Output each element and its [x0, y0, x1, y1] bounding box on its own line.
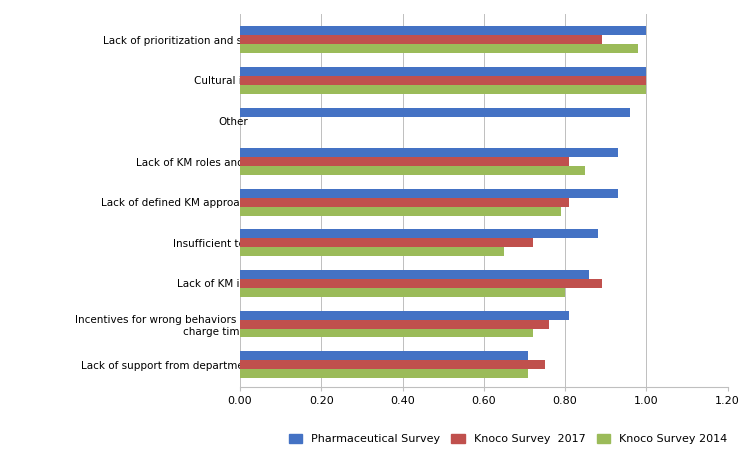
Bar — [240, 76, 646, 85]
Bar — [240, 238, 532, 248]
Bar — [240, 189, 618, 198]
Bar — [240, 320, 549, 328]
Bar — [240, 279, 602, 288]
Bar — [240, 207, 561, 216]
Bar — [240, 85, 646, 94]
Bar — [240, 166, 585, 175]
Bar — [240, 36, 602, 45]
Bar — [240, 248, 504, 256]
Bar — [240, 351, 529, 360]
Bar — [240, 270, 590, 279]
Bar — [240, 108, 630, 117]
Bar — [240, 360, 544, 369]
Bar — [240, 310, 569, 320]
Bar — [240, 198, 569, 207]
Bar — [240, 27, 646, 36]
Bar — [240, 157, 569, 166]
Bar — [240, 288, 565, 297]
Bar — [240, 45, 638, 53]
Bar — [240, 148, 618, 157]
Legend: Pharmaceutical Survey, Knoco Survey  2017, Knoco Survey 2014: Pharmaceutical Survey, Knoco Survey 2017… — [284, 429, 731, 449]
Bar — [240, 230, 598, 238]
Bar — [240, 67, 646, 76]
Bar — [240, 328, 532, 338]
Bar — [240, 369, 529, 378]
